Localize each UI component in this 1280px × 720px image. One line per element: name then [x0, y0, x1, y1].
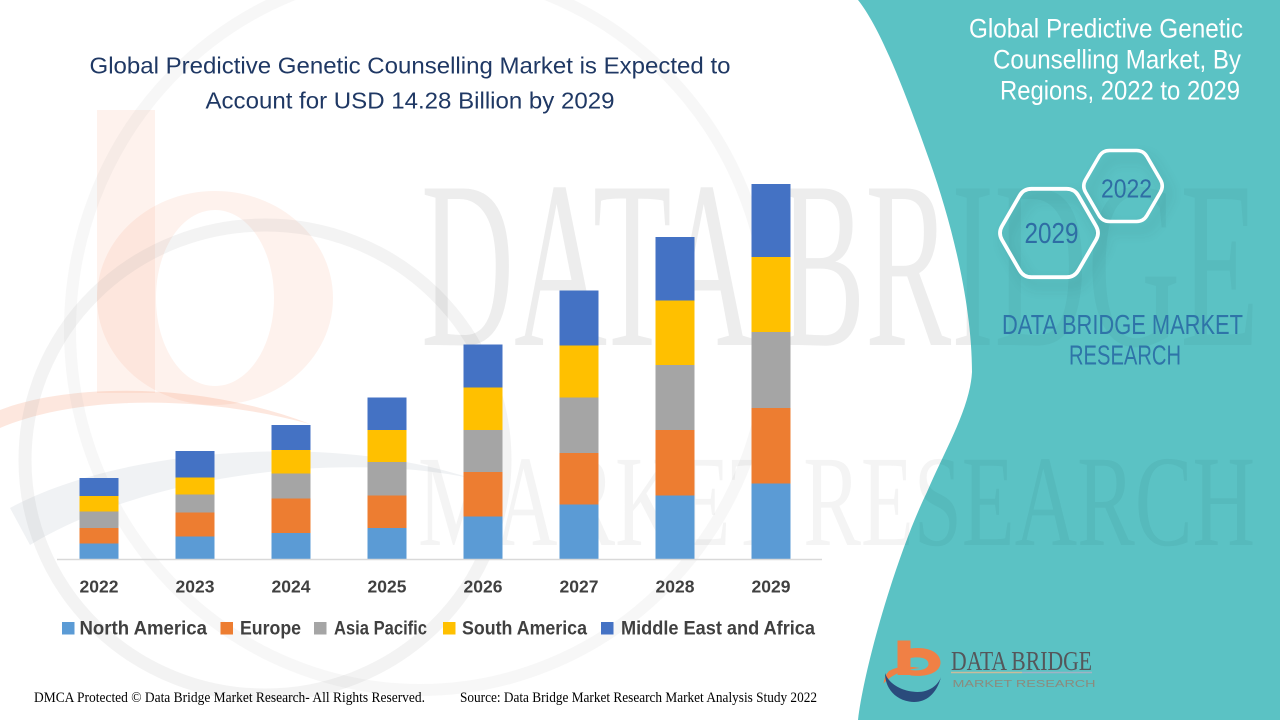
svg-text:2023: 2023: [176, 577, 215, 597]
svg-text:Regions, 2022 to 2029: Regions, 2022 to 2029: [1000, 76, 1240, 106]
svg-text:Counselling Market, By: Counselling Market, By: [993, 45, 1241, 75]
svg-text:Global Predictive Genetic: Global Predictive Genetic: [969, 14, 1243, 44]
svg-text:Account for USD 14.28 Billion: Account for USD 14.28 Billion by 2029: [206, 88, 615, 114]
svg-text:Global Predictive Genetic Coun: Global Predictive Genetic Counselling Ma…: [90, 53, 731, 79]
svg-text:DMCA Protected © Data Bridge M: DMCA Protected © Data Bridge Market Rese…: [34, 690, 425, 706]
svg-text:2026: 2026: [464, 577, 503, 597]
svg-text:2028: 2028: [656, 577, 695, 597]
svg-text:Europe: Europe: [240, 619, 301, 640]
svg-text:2029: 2029: [1025, 218, 1079, 250]
svg-text:2024: 2024: [272, 577, 311, 597]
svg-text:RESEARCH: RESEARCH: [1069, 340, 1181, 371]
svg-text:MARKET RESEARCH: MARKET RESEARCH: [953, 679, 1096, 690]
svg-text:Asia Pacific: Asia Pacific: [334, 619, 427, 640]
svg-text:Middle East and Africa: Middle East and Africa: [621, 619, 815, 640]
svg-text:2022: 2022: [80, 577, 119, 597]
svg-text:2025: 2025: [368, 577, 407, 597]
svg-text:2029: 2029: [752, 577, 791, 597]
svg-text:South America: South America: [462, 619, 587, 640]
svg-text:North America: North America: [80, 619, 208, 640]
svg-text:2022: 2022: [1101, 174, 1152, 204]
svg-text:DATA BRIDGE MARKET: DATA BRIDGE MARKET: [1002, 309, 1243, 340]
svg-text:2027: 2027: [560, 577, 599, 597]
svg-text:Source: Data Bridge Market Res: Source: Data Bridge Market Research Mark…: [460, 690, 817, 706]
svg-text:DATA BRIDGE: DATA BRIDGE: [951, 646, 1092, 676]
